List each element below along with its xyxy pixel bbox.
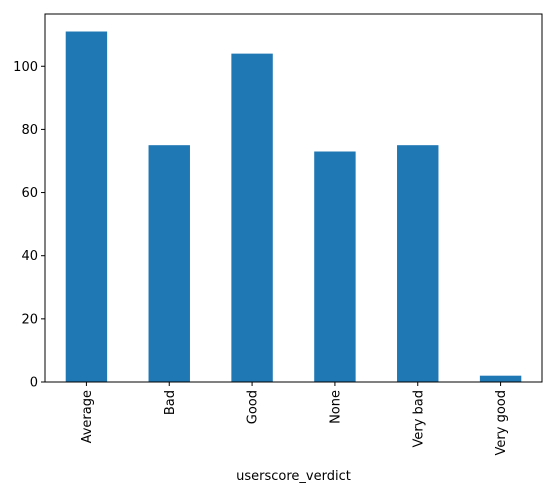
x-tick-label: None	[328, 390, 343, 424]
y-tick-label: 20	[21, 312, 38, 327]
bar-good	[231, 53, 273, 382]
x-tick-label: Average	[80, 390, 95, 443]
bars-group	[65, 31, 522, 383]
x-axis-label: userscore_verdict	[236, 469, 351, 484]
x-tick-label: Very bad	[411, 390, 426, 448]
bar-very-bad	[397, 145, 439, 382]
x-tick-label: Very good	[494, 390, 509, 455]
x-axis-ticks: Average Bad Good None Very bad Very good	[80, 382, 509, 455]
y-tick-label: 60	[21, 186, 38, 201]
x-tick-label: Bad	[163, 390, 178, 415]
y-tick-label: 0	[30, 376, 38, 391]
bar-average	[65, 31, 108, 383]
plot-frame	[44, 13, 543, 383]
bar-none	[314, 151, 356, 382]
y-tick-label: 40	[21, 249, 38, 264]
x-tick-label: Good	[246, 390, 261, 424]
y-tick-label: 100	[13, 60, 38, 75]
y-tick-label: 80	[21, 123, 38, 138]
bar-very-good	[479, 375, 522, 382]
y-axis-ticks: 0 20 40 60 80 100	[13, 60, 45, 391]
bar-bad	[148, 145, 190, 382]
